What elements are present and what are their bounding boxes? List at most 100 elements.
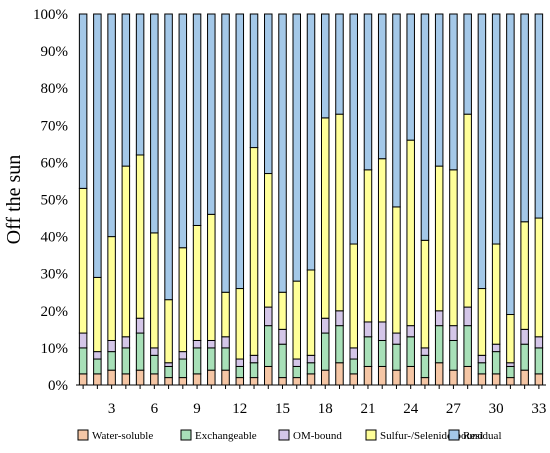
bar-segment-water-soluble [249, 377, 259, 386]
legend-item: Water-soluble [77, 429, 153, 442]
bar-segment-om-bound [150, 347, 159, 356]
bar-segment-exchangeable [392, 343, 401, 371]
bar-segment-residual [93, 13, 102, 278]
bar-segment-residual [306, 13, 316, 271]
bar-segment-water-soluble [207, 369, 216, 386]
bar-stack [235, 13, 245, 386]
bar-segment-water-soluble [278, 377, 287, 386]
bar-segment-exchangeable [78, 347, 88, 375]
bar-segment-exchangeable [320, 332, 330, 371]
bar-segment-om-bound [392, 332, 401, 345]
bar-segment-sulfur-selenide-bound [121, 165, 131, 338]
bar-segment-water-soluble [93, 373, 102, 386]
legend-swatch [448, 429, 460, 441]
y-tick-label: 0% [48, 378, 68, 394]
bar-segment-om-bound [121, 336, 131, 349]
x-tick-label: 33 [531, 401, 546, 417]
legend-swatch [77, 429, 89, 441]
bar-segment-residual [463, 13, 472, 115]
bar-segment-water-soluble [107, 369, 116, 386]
bar-segment-residual [249, 13, 259, 149]
bar-segment-om-bound [434, 310, 444, 327]
y-tick-label: 10% [41, 341, 69, 357]
bar-segment-residual [107, 13, 116, 238]
bar-segment-sulfur-selenide-bound [264, 173, 273, 308]
bar-segment-om-bound [349, 347, 358, 360]
bar-segment-sulfur-selenide-bound [235, 288, 245, 360]
bar-segment-water-soluble [491, 373, 501, 386]
x-tick-label: 6 [151, 401, 159, 417]
bar-stack [434, 13, 444, 386]
bar-segment-sulfur-selenide-bound [278, 291, 287, 330]
legend-label: Water-soluble [92, 430, 153, 442]
bar-segment-residual [420, 13, 430, 241]
legend-swatch [365, 429, 377, 441]
bar-segment-om-bound [335, 310, 344, 327]
bar-segment-exchangeable [377, 339, 387, 367]
bar-stack [363, 13, 373, 386]
bar-stack [506, 13, 515, 386]
bar-segment-residual [207, 13, 216, 215]
bar-segment-water-soluble [320, 369, 330, 386]
bar-stack [377, 13, 387, 386]
bar-segment-sulfur-selenide-bound [506, 314, 515, 364]
y-tick-label: 30% [41, 267, 69, 283]
legend-item: Exchangeable [180, 429, 257, 442]
bar-stack [449, 13, 458, 386]
y-tick-label: 40% [41, 230, 69, 246]
bar-segment-sulfur-selenide-bound [221, 291, 230, 338]
bar-stack [392, 13, 401, 386]
x-tick-label: 12 [232, 401, 247, 417]
bar-segment-om-bound [534, 336, 544, 349]
bar-segment-water-soluble [235, 377, 245, 386]
bar-stack [221, 13, 230, 386]
bar-segment-exchangeable [121, 347, 131, 375]
bar-segment-residual [235, 13, 245, 290]
bar-segment-om-bound [320, 317, 330, 334]
bar-segment-exchangeable [235, 365, 245, 379]
bar-segment-exchangeable [278, 343, 287, 379]
bar-segment-om-bound [192, 339, 202, 349]
bar-segment-exchangeable [164, 365, 173, 379]
bar-stack [477, 13, 487, 386]
bar-segment-water-soluble [534, 373, 544, 386]
bar-segment-exchangeable [292, 365, 302, 379]
bar-segment-residual [178, 13, 188, 249]
legend-label: Exchangeable [195, 430, 257, 442]
y-axis-ticks: 0% 10% 20% 30% 40% 50% 60% 70% 80% 90% 100% [33, 7, 68, 394]
bar-segment-sulfur-selenide-bound [93, 276, 102, 353]
bar-segment-water-soluble [164, 377, 173, 386]
bar-segment-sulfur-selenide-bound [463, 113, 472, 308]
bar-stack [150, 13, 159, 386]
x-tick-label: 24 [403, 401, 419, 417]
bar-segment-residual [491, 13, 501, 245]
bar-segment-water-soluble [392, 369, 401, 386]
bar-segment-exchangeable [335, 325, 344, 364]
bar-stack [406, 13, 415, 386]
bar-segment-om-bound [520, 328, 529, 345]
bar-segment-exchangeable [491, 351, 501, 375]
bar-segment-water-soluble [420, 377, 430, 386]
bar-segment-water-soluble [292, 377, 302, 386]
y-tick-label: 80% [41, 81, 69, 97]
bar-segment-exchangeable [463, 325, 472, 367]
bar-segment-exchangeable [449, 339, 458, 371]
bar-stack [178, 13, 188, 386]
x-tick-label: 30 [489, 401, 504, 417]
bar-stack [520, 13, 529, 386]
bar-segment-om-bound [463, 306, 472, 327]
bar-segment-sulfur-selenide-bound [107, 236, 116, 341]
bar-segment-sulfur-selenide-bound [434, 165, 444, 312]
bar-segment-om-bound [264, 306, 273, 327]
bar-segment-water-soluble [150, 373, 159, 386]
bar-stack [264, 13, 273, 386]
bar-stack [335, 13, 344, 386]
bar-segment-exchangeable [178, 358, 188, 379]
bar-segment-exchangeable [249, 362, 259, 379]
bar-segment-residual [278, 13, 287, 293]
bar-segment-om-bound [306, 354, 316, 364]
bar-segment-residual [150, 13, 159, 234]
bar-stack [107, 13, 116, 386]
bar-segment-sulfur-selenide-bound [249, 147, 259, 356]
bar-segment-residual [221, 13, 230, 293]
